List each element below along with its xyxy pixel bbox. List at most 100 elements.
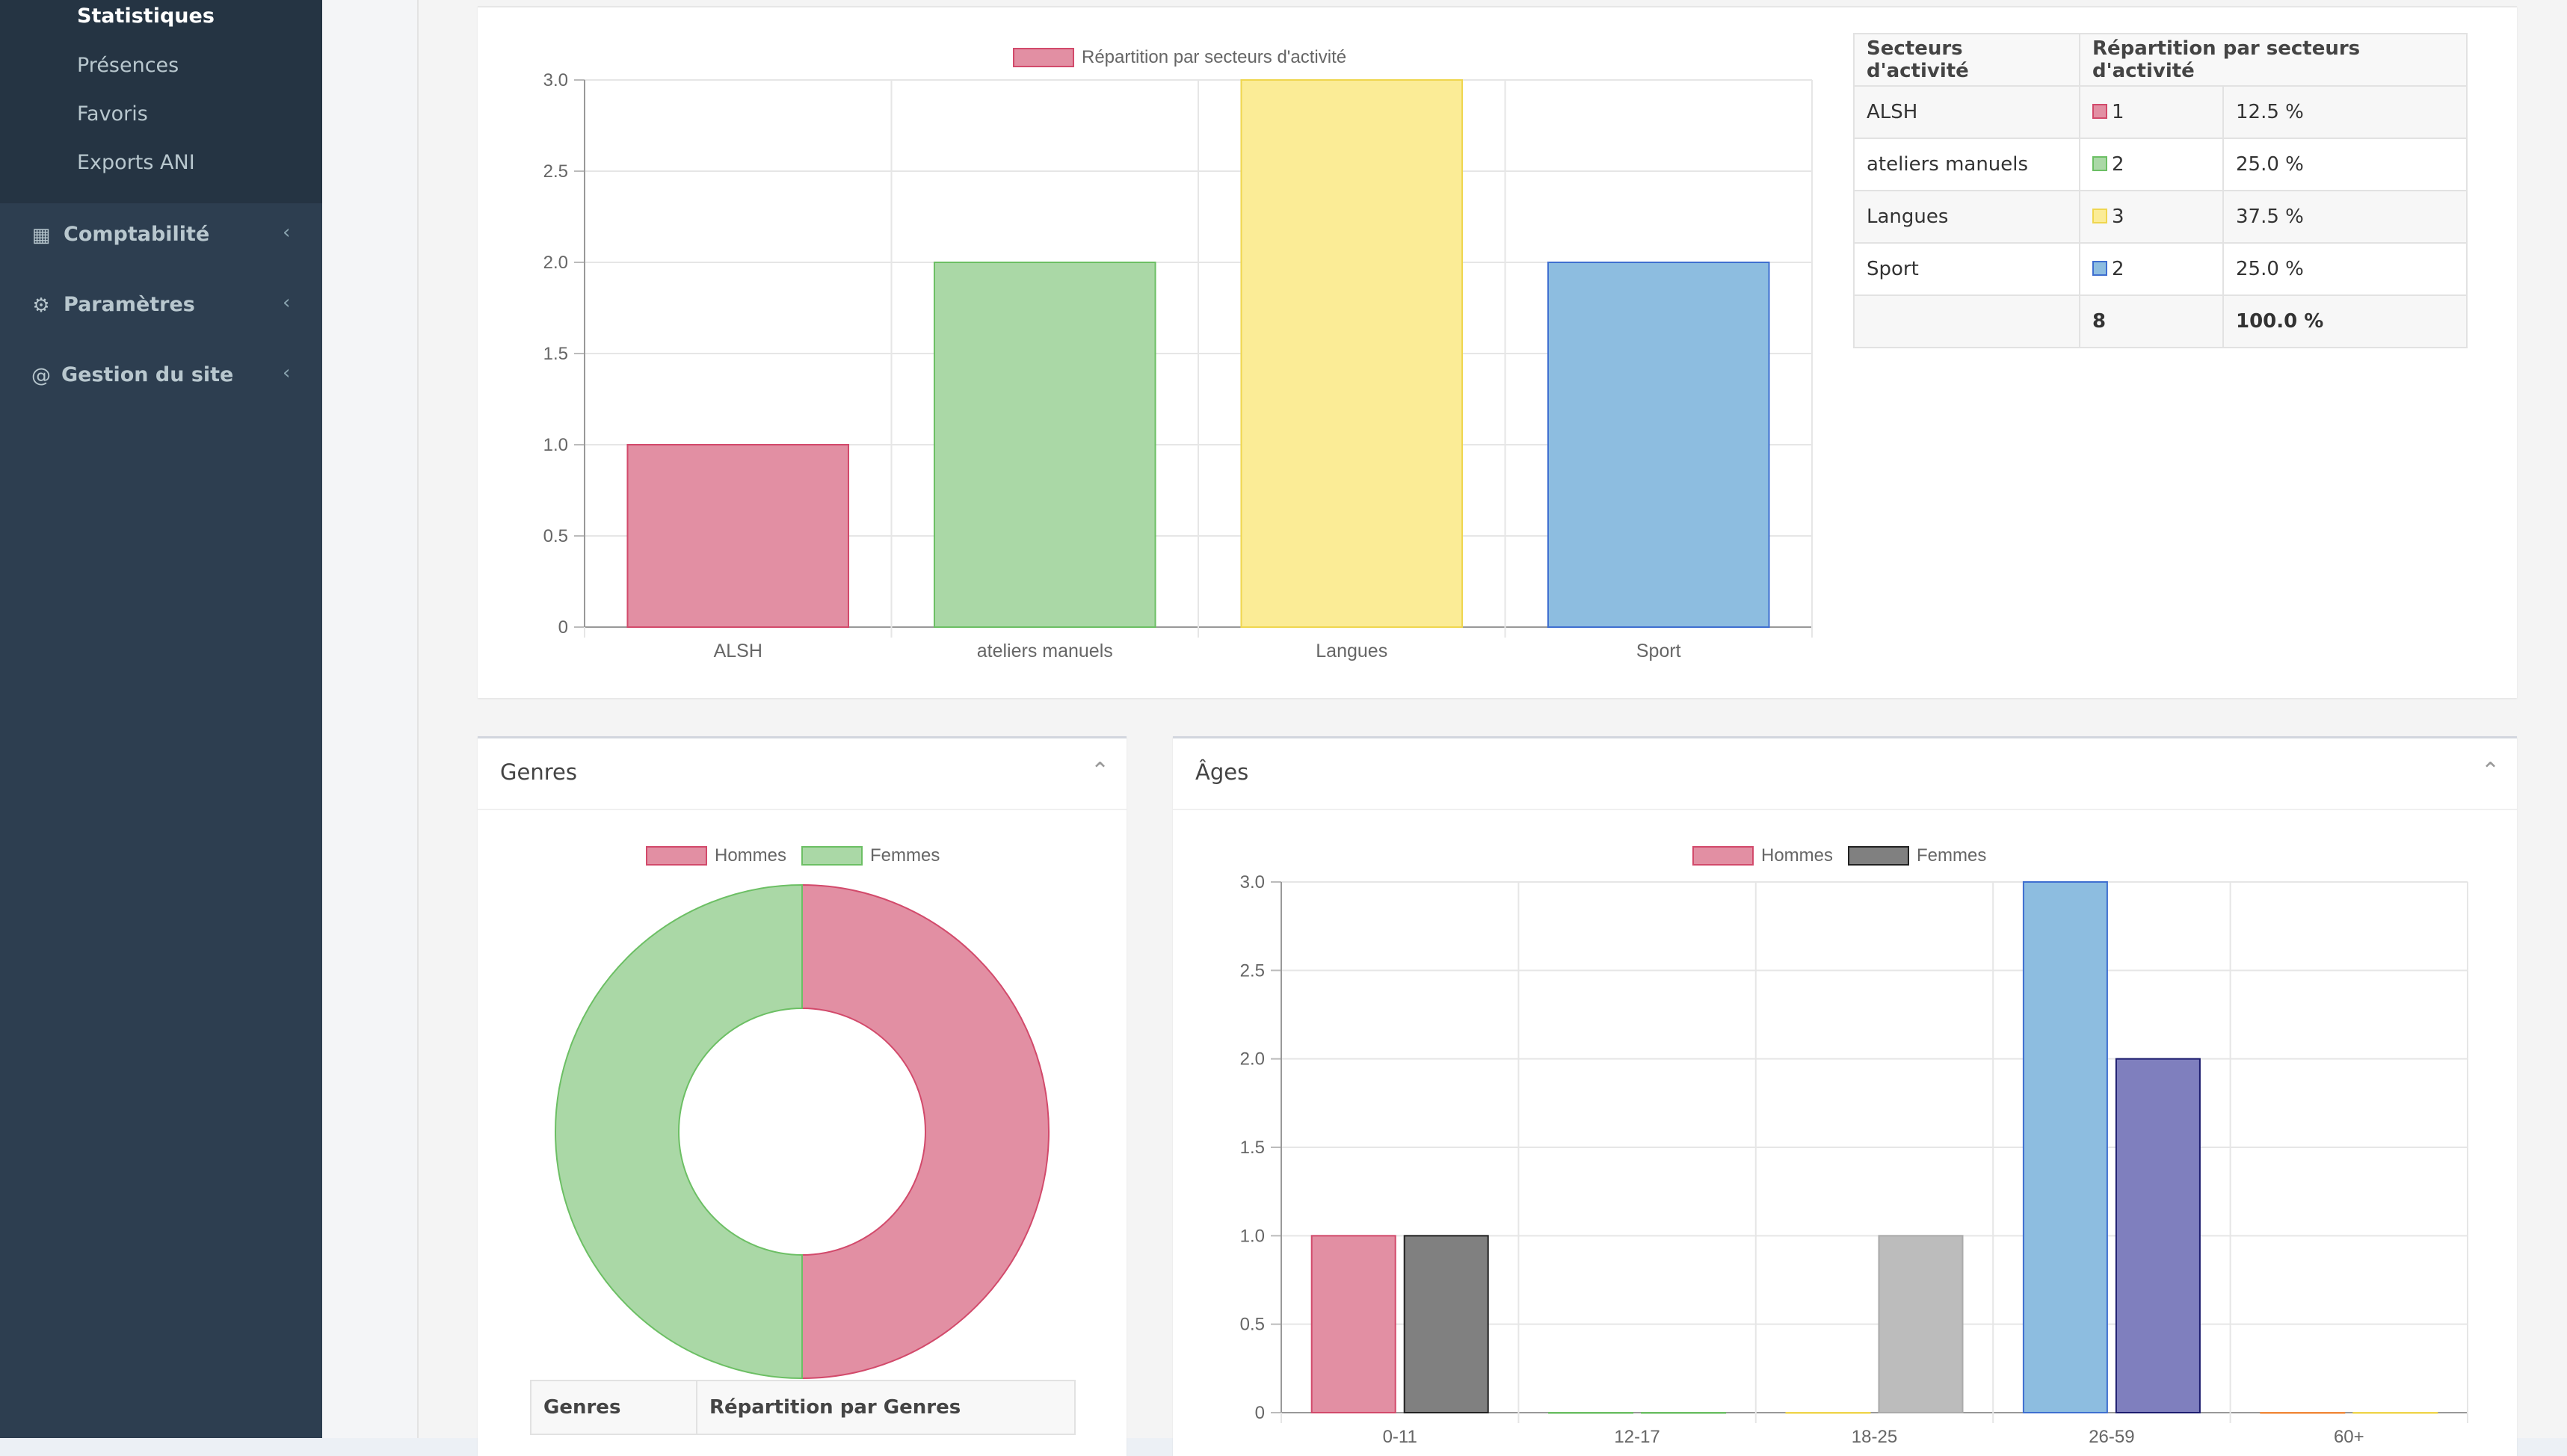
legend-label: Répartition par secteurs d'activité (1082, 47, 1346, 67)
calculator-icon: ▦ (31, 224, 51, 247)
x-tick-label: ateliers manuels (977, 641, 1113, 661)
sidebar-item-label: Paramètres (64, 293, 195, 316)
submenu-item-presences[interactable]: Présences (77, 54, 179, 77)
sector-count: 2 (2112, 153, 2124, 176)
x-tick-label: 26-59 (2089, 1427, 2134, 1447)
x-tick-label: 0-11 (1383, 1427, 1417, 1447)
sector-count-cell: 2 (2079, 242, 2224, 296)
y-tick-label: 0 (1255, 1403, 1265, 1423)
sidebar: Statistiques Présences Favoris Exports A… (0, 0, 322, 1438)
chevron-left-icon: ‹ (283, 362, 291, 384)
genres-donut-chart: Hommes Femmes (555, 845, 1050, 1380)
y-tick-label: 3.0 (543, 70, 568, 90)
bar (2022, 881, 2108, 1413)
bar (2115, 1058, 2201, 1413)
x-tick-label: Sport (1636, 641, 1681, 661)
table-row: ALSH 1 12.5 % (1853, 85, 2468, 139)
table-row-total: 8 100.0 % (1853, 294, 2468, 348)
bar (626, 444, 850, 628)
x-tick-label: 60+ (2334, 1427, 2364, 1447)
bar (1547, 262, 1770, 628)
bar (1403, 1235, 1489, 1413)
legend-swatch (1848, 846, 1909, 866)
y-tick-label: 2.5 (1240, 960, 1265, 981)
divider (478, 809, 1127, 810)
y-tick-label: 1.5 (1240, 1138, 1265, 1158)
total-pct: 100.0 % (2222, 294, 2468, 348)
bar (933, 262, 1156, 628)
y-tick-label: 2.0 (1240, 1049, 1265, 1070)
sector-count: 1 (2112, 101, 2124, 123)
sector-name: Langues (1853, 190, 2080, 244)
sidebar-item-gestion-du-site[interactable]: @ Gestion du site ‹ (0, 348, 322, 408)
x-tick-label: Langues (1316, 641, 1387, 661)
x-tick-label: ALSH (714, 641, 762, 661)
sector-count-cell: 2 (2079, 138, 2224, 191)
collapse-chevron-icon[interactable]: ⌃ (1091, 758, 1110, 784)
sector-count-cell: 3 (2079, 190, 2224, 244)
ages-bar-chart: 0 0.5 1.0 1.5 2.0 2.5 3.0 0-11 12-17 18-25 26-59 60… (1240, 845, 2468, 1447)
legend-swatch (646, 846, 707, 866)
content-wrapper: 0 0.5 1.0 1.5 2.0 2.5 3.0 ALSH ateliers manuels L… (322, 0, 2567, 1456)
color-swatch (2092, 261, 2107, 276)
color-swatch (2092, 104, 2107, 119)
sectors-bar-chart: 0 0.5 1.0 1.5 2.0 2.5 3.0 ALSH ateliers manuels L… (543, 47, 1813, 661)
genres-box: Genres ⌃ Hommes Femmes Genres Répartition… (478, 736, 1127, 1456)
submenu-item-statistiques[interactable]: Statistiques (77, 4, 215, 28)
sidebar-item-label: Gestion du site (61, 363, 234, 386)
sector-name: ateliers manuels (1853, 138, 2080, 191)
table-row: Sport 2 25.0 % (1853, 242, 2468, 296)
sectors-header-label: Secteurs d'activité (1853, 33, 2080, 87)
sectors-box: 0 0.5 1.0 1.5 2.0 2.5 3.0 ALSH ateliers manuels L… (478, 6, 2517, 698)
legend-swatch (1692, 846, 1754, 866)
donut-slice (801, 883, 1050, 1380)
sector-pct: 37.5 % (2222, 190, 2468, 244)
at-icon: @ (31, 365, 51, 387)
y-tick-label: 1.0 (1240, 1226, 1265, 1246)
color-swatch (2092, 156, 2107, 171)
sector-pct: 25.0 % (2222, 138, 2468, 191)
bar (1240, 79, 1464, 628)
total-label (1853, 294, 2080, 348)
legend-label: Femmes (870, 845, 940, 866)
chevron-left-icon: ‹ (283, 221, 291, 244)
y-tick-label: 3.0 (1240, 872, 1265, 892)
legend-swatch (801, 846, 863, 866)
sidebar-item-parametres[interactable]: ⚙ Paramètres ‹ (0, 278, 322, 338)
total-count: 8 (2079, 294, 2224, 348)
table-row: ateliers manuels 2 25.0 % (1853, 138, 2468, 191)
bar (1878, 1235, 1964, 1413)
sector-count: 3 (2112, 206, 2124, 228)
y-tick-label: 1.5 (543, 344, 568, 364)
y-tick-label: 0.5 (543, 526, 568, 546)
legend-label: Femmes (1917, 845, 1986, 866)
y-tick-label: 2.0 (543, 253, 568, 273)
gears-icon: ⚙ (32, 294, 50, 317)
ages-box: Âges ⌃ 0 0.5 1.0 1.5 2.0 2.5 3.0 0-11 12-17 18-25… (1173, 736, 2517, 1456)
sectors-header-distribution: Répartition par secteurs d'activité (2079, 33, 2468, 87)
y-tick-label: 1.0 (543, 435, 568, 455)
sector-pct: 25.0 % (2222, 242, 2468, 296)
sector-count-cell: 1 (2079, 85, 2224, 139)
sectors-table: Secteurs d'activité Répartition par sect… (1853, 33, 2468, 348)
legend-label: Hommes (1761, 845, 1833, 866)
genres-table: Genres Répartition par Genres (530, 1380, 1076, 1435)
sidebar-item-label: Comptabilité (64, 223, 210, 246)
submenu-item-favoris[interactable]: Favoris (77, 102, 148, 126)
y-tick-label: 2.5 (543, 161, 568, 182)
submenu-item-exports-ani[interactable]: Exports ANI (77, 151, 195, 174)
collapse-chevron-icon[interactable]: ⌃ (2481, 758, 2500, 784)
y-tick-label: 0 (558, 617, 568, 638)
legend-label: Hommes (715, 845, 786, 866)
sector-name: ALSH (1853, 85, 2080, 139)
legend-swatch (1013, 48, 1074, 67)
bar (1310, 1235, 1396, 1413)
chevron-left-icon: ‹ (283, 291, 291, 314)
donut-slice (555, 883, 803, 1380)
sidebar-item-comptabilite[interactable]: ▦ Comptabilité ‹ (0, 208, 322, 268)
sector-count: 2 (2112, 258, 2124, 280)
x-tick-label: 18-25 (1852, 1427, 1897, 1447)
table-row: Langues 3 37.5 % (1853, 190, 2468, 244)
x-tick-label: 12-17 (1614, 1427, 1660, 1447)
statistics-submenu: Statistiques Présences Favoris Exports A… (0, 0, 322, 203)
